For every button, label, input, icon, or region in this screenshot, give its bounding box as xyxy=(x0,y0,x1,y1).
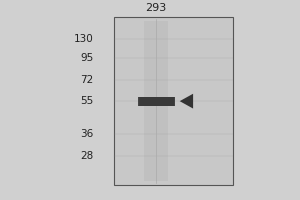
Bar xyxy=(138,97,174,106)
Text: 55: 55 xyxy=(80,96,94,106)
Text: 36: 36 xyxy=(80,129,94,139)
Bar xyxy=(140,97,175,106)
Text: 95: 95 xyxy=(80,53,94,63)
Bar xyxy=(114,17,233,185)
Bar xyxy=(141,97,174,106)
Bar xyxy=(140,97,175,106)
Bar xyxy=(141,97,175,106)
Bar xyxy=(144,21,168,181)
Text: 130: 130 xyxy=(74,34,94,44)
Bar xyxy=(138,97,170,106)
Text: 72: 72 xyxy=(80,75,94,85)
Text: 293: 293 xyxy=(145,3,166,13)
Text: 28: 28 xyxy=(80,151,94,161)
Bar xyxy=(139,97,173,106)
Bar xyxy=(142,97,174,106)
Polygon shape xyxy=(180,94,193,109)
Bar xyxy=(139,97,172,106)
